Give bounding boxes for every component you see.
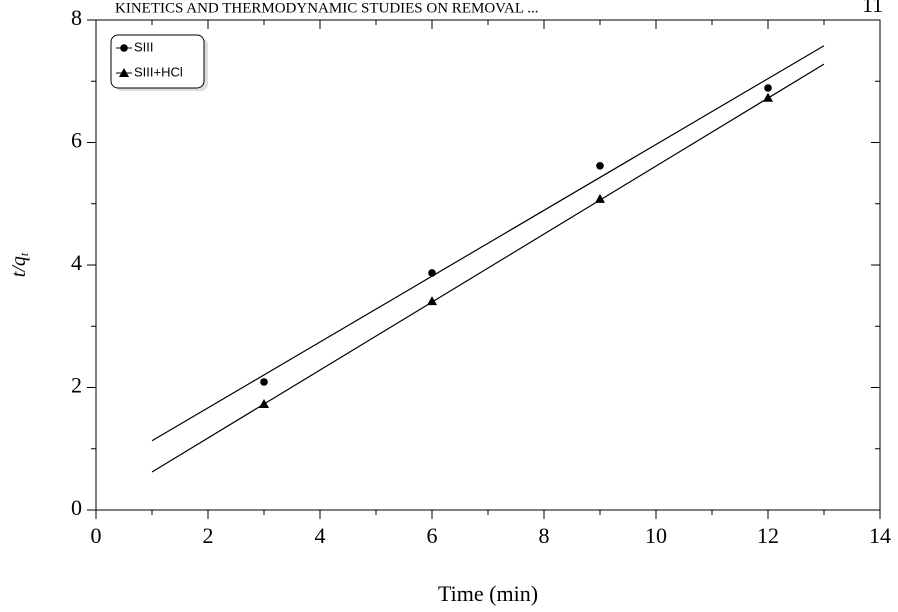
point <box>259 399 269 409</box>
point <box>596 161 604 170</box>
legend-label: SIII+HCl <box>134 64 183 79</box>
y-axis-label: t/qt <box>8 252 31 277</box>
point <box>427 296 437 306</box>
running-title: KINETICS AND THERMODYNAMIC STUDIES ON RE… <box>115 0 539 16</box>
point <box>763 92 773 102</box>
y-axis-label-sub: t <box>17 252 31 256</box>
x-tick-label: 0 <box>91 523 102 548</box>
point <box>260 378 268 386</box>
legend-marker <box>120 44 128 52</box>
fit-line <box>151 63 825 473</box>
fit-line <box>151 45 825 442</box>
y-tick-label: 8 <box>71 5 82 30</box>
point <box>764 84 772 92</box>
plot-frame <box>95 19 881 511</box>
x-tick-label: 14 <box>869 523 891 548</box>
point <box>595 193 605 203</box>
legend-label: SIII <box>134 39 154 54</box>
x-tick-label: 8 <box>539 523 550 548</box>
point <box>428 269 436 277</box>
legend-box <box>110 34 205 89</box>
y-tick-label: 6 <box>71 128 82 153</box>
page-number: 11 <box>862 0 883 17</box>
y-tick-label: 4 <box>71 250 82 275</box>
x-tick-label: 10 <box>645 523 667 548</box>
x-tick-label: 4 <box>315 523 326 548</box>
x-axis-label: Time (min) <box>438 581 538 606</box>
x-tick-label: 2 <box>203 523 214 548</box>
y-tick-label: 2 <box>71 373 82 398</box>
x-tick-label: 6 <box>427 523 438 548</box>
y-axis-label-main: t/q <box>8 256 30 277</box>
y-tick-label: 0 <box>71 495 82 520</box>
legend-marker <box>119 68 129 77</box>
x-tick-label: 12 <box>757 523 779 548</box>
